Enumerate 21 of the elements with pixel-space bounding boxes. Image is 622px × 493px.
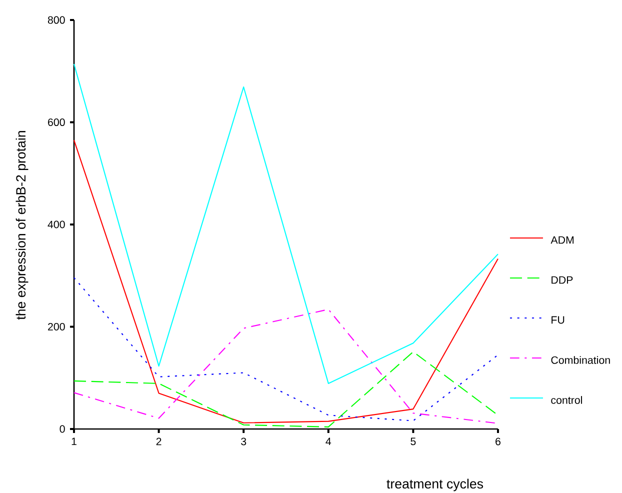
line-series (73, 277, 499, 422)
y-tick-label: 800 (48, 16, 65, 24)
y-tick-label: 0 (60, 425, 65, 433)
legend-label: ADM (550, 236, 574, 244)
x-tick-label: 4 (326, 438, 332, 446)
x-tick-label: 1 (72, 438, 76, 446)
line-series (73, 140, 499, 424)
x-axis-title: treatment cycles (386, 478, 484, 492)
y-tick-label: 200 (48, 322, 65, 331)
legend-label: DDP (552, 276, 573, 284)
x-tick-label: 6 (496, 438, 500, 446)
y-axis-title: the expression of erbB-2 protain (16, 131, 28, 320)
y-tick-label: 600 (48, 118, 65, 126)
y-tick-label: 400 (48, 220, 65, 228)
x-tick-label: 2 (156, 438, 162, 446)
x-tick-label: 5 (410, 438, 416, 446)
legend-label: control (551, 396, 582, 404)
legend-label: Combination (551, 356, 610, 364)
legend-label: FU (552, 316, 564, 324)
x-tick-label: 3 (241, 438, 246, 446)
line-series (73, 63, 499, 384)
